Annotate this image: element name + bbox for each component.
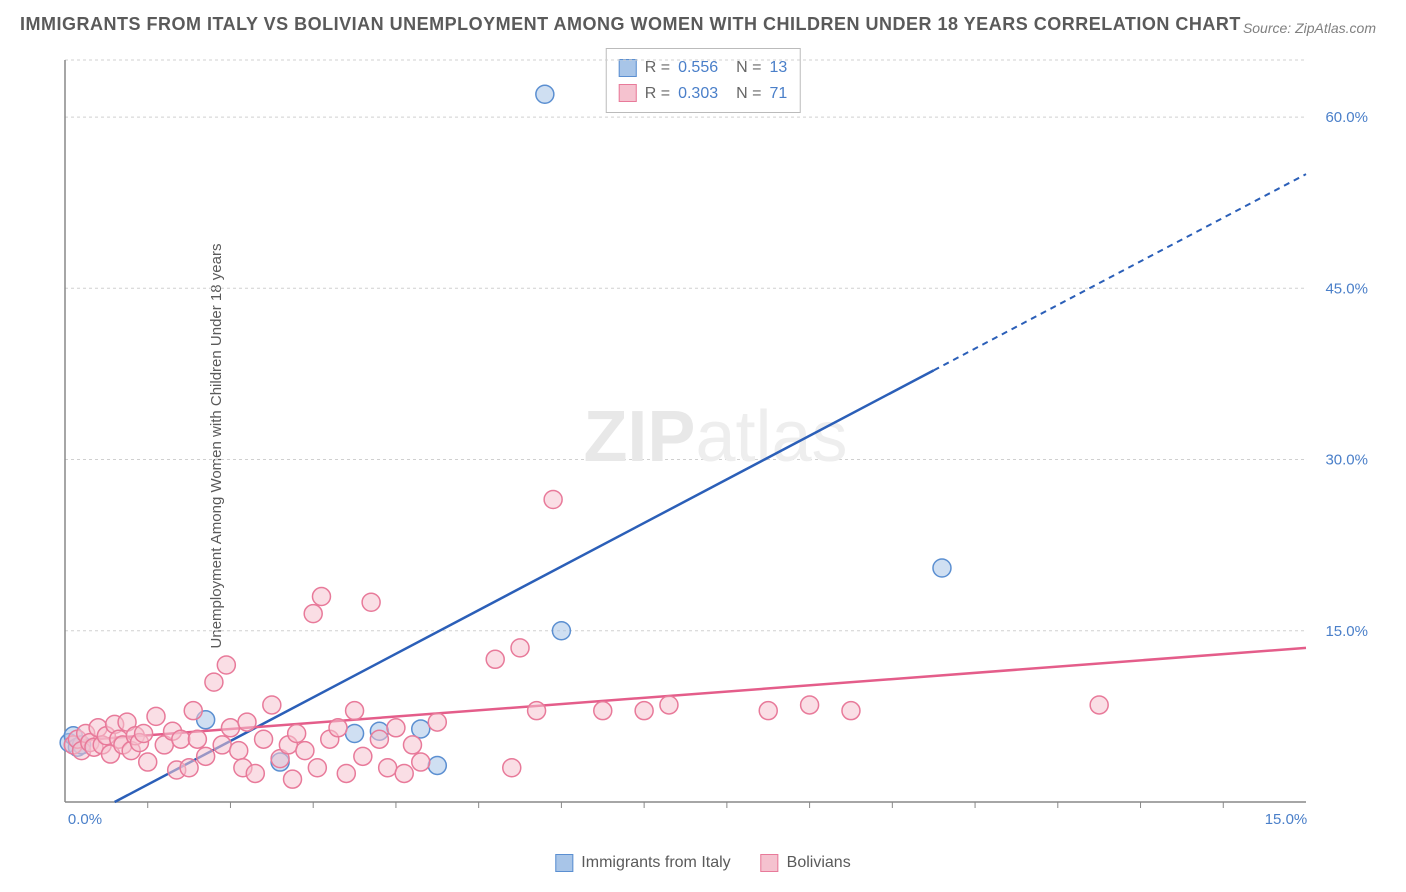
legend-item-bolivia: Bolivians [761, 854, 851, 872]
scatter-plot-svg: 15.0%30.0%45.0%60.0%ZIPatlas0.0%15.0% [55, 50, 1376, 832]
plot-area: 15.0%30.0%45.0%60.0%ZIPatlas0.0%15.0% [55, 50, 1376, 832]
series-legend: Immigrants from Italy Bolivians [555, 854, 850, 872]
source-attribution: Source: ZipAtlas.com [1243, 20, 1376, 36]
legend-item-italy: Immigrants from Italy [555, 854, 730, 872]
chart-container: IMMIGRANTS FROM ITALY VS BOLIVIAN UNEMPL… [0, 0, 1406, 892]
svg-text:30.0%: 30.0% [1325, 452, 1368, 469]
svg-text:0.0%: 0.0% [68, 811, 102, 828]
svg-text:60.0%: 60.0% [1325, 109, 1368, 126]
chart-title: IMMIGRANTS FROM ITALY VS BOLIVIAN UNEMPL… [20, 14, 1241, 35]
swatch-italy-icon [555, 854, 573, 872]
svg-text:15.0%: 15.0% [1325, 623, 1368, 640]
svg-text:15.0%: 15.0% [1265, 811, 1308, 828]
legend-label-italy: Immigrants from Italy [581, 854, 730, 872]
svg-text:45.0%: 45.0% [1325, 280, 1368, 297]
legend-label-bolivia: Bolivians [787, 854, 851, 872]
swatch-bolivia-icon [761, 854, 779, 872]
